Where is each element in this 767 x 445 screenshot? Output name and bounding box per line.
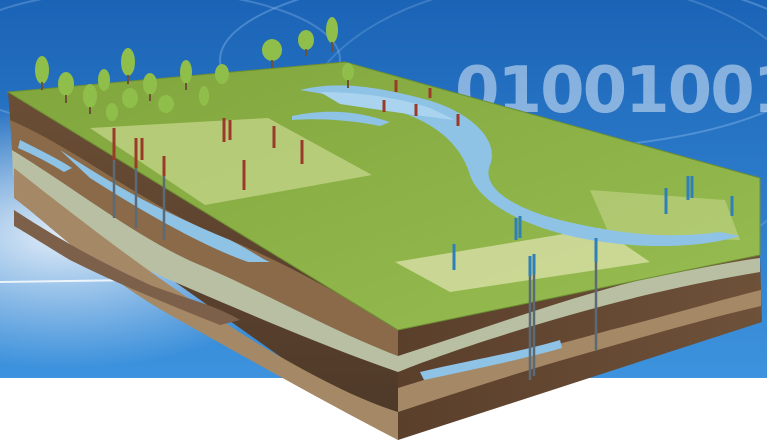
river (300, 85, 740, 247)
field-plot-far-right (590, 190, 740, 240)
front-face (8, 92, 398, 440)
side-face (398, 255, 762, 440)
forest (35, 17, 354, 121)
red-wells (112, 80, 460, 190)
well-casings-left (112, 160, 166, 240)
blue-wells (452, 176, 734, 276)
well-casings-right (528, 262, 598, 380)
field-plot-left (90, 118, 372, 205)
grass-surface (6, 61, 761, 331)
field-plot-right (395, 228, 650, 292)
